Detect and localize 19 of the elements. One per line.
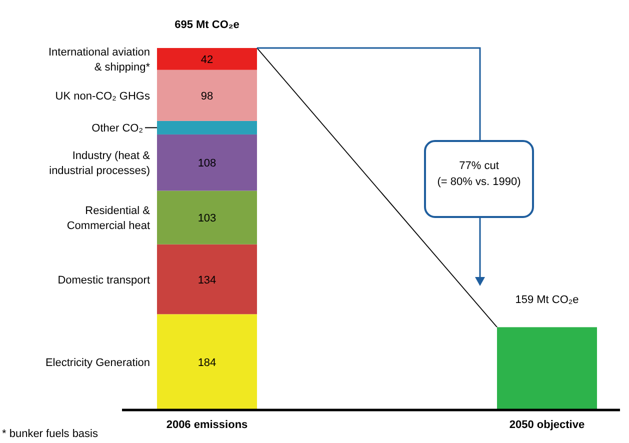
data-label: 184: [198, 357, 216, 370]
annotation: 77% cut (= 80% vs. 1990): [437, 160, 521, 188]
data-label: 98: [200, 90, 214, 102]
text: * bunker fuels basis: [2, 428, 98, 440]
series-label: Other CO₂: [92, 122, 143, 135]
series-label: Industry (heat & industrial processes): [49, 150, 151, 178]
series-label: Residential & Commercial heat: [66, 205, 151, 232]
data-label: 103: [198, 212, 216, 225]
series-label: Domestic transport: [58, 274, 150, 286]
x-tick-label: 2006 emissions: [166, 419, 248, 431]
total-label: 159 Mt CO₂e: [515, 294, 579, 306]
series-label: UK non-CO₂ GHGs: [55, 90, 150, 102]
total-label: 695 Mt CO₂e: [174, 19, 240, 31]
data-label: 108: [198, 158, 216, 170]
series-label: Electricity Generation: [45, 357, 150, 370]
series-label: International aviation & shipping*: [48, 46, 151, 74]
x-tick-label: 2050 objective: [509, 419, 585, 431]
data-label: 42: [200, 54, 214, 66]
data-label: 134: [198, 274, 216, 286]
